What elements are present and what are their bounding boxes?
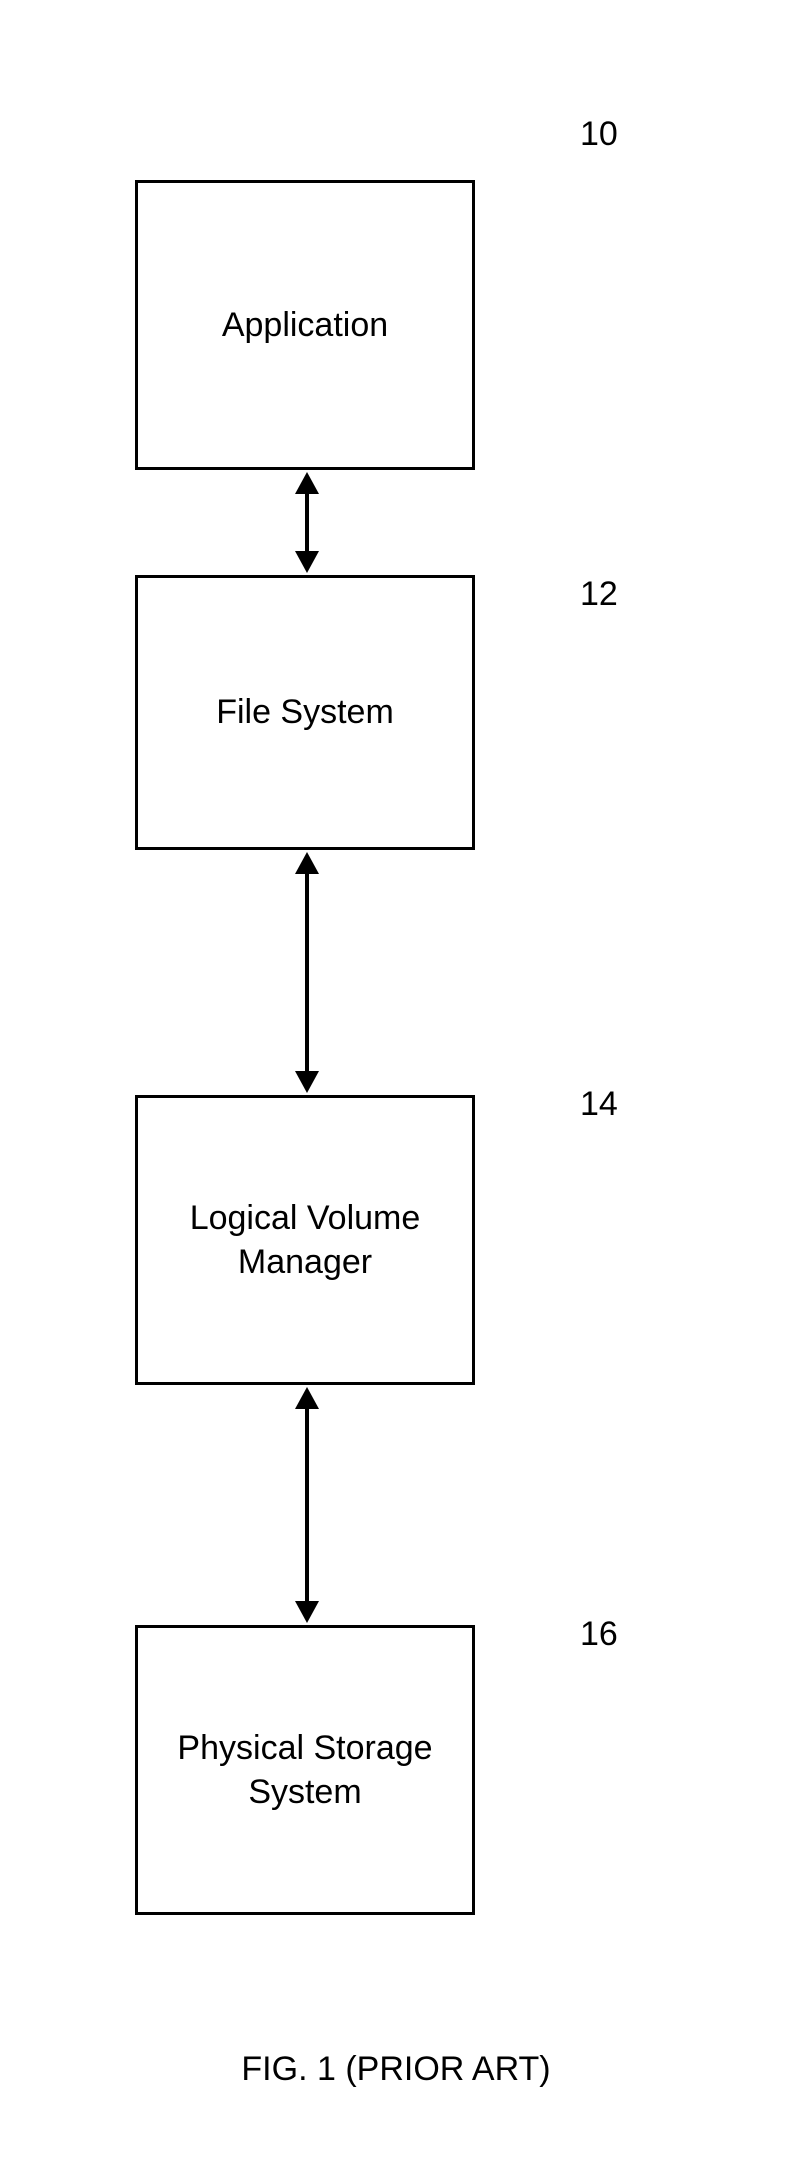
ref-lvm: 14 [580,1085,618,1124]
box-file-system-label: File System [216,690,394,734]
arrow-2 [305,870,309,1075]
ref-file-system: 12 [580,575,618,614]
box-pss-label: Physical StorageSystem [177,1726,432,1814]
box-pss: Physical StorageSystem [135,1625,475,1915]
box-lvm-label: Logical VolumeManager [190,1196,421,1284]
arrow-1 [305,490,309,555]
box-file-system: File System [135,575,475,850]
box-lvm: Logical VolumeManager [135,1095,475,1385]
box-application: Application [135,180,475,470]
figure-caption: FIG. 1 (PRIOR ART) [0,2050,792,2089]
ref-pss: 16 [580,1615,618,1654]
box-application-label: Application [222,303,388,347]
ref-application: 10 [580,115,618,154]
arrow-3 [305,1405,309,1605]
